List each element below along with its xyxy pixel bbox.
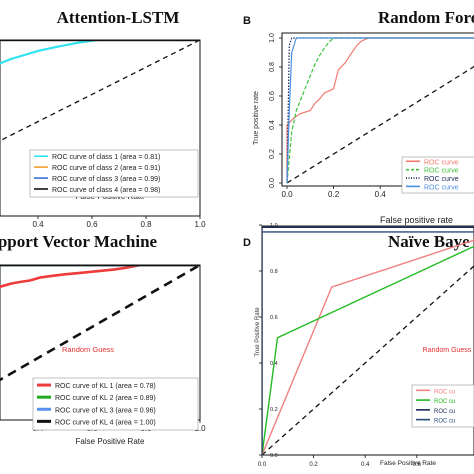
y-axis-label: True positive rate: [253, 91, 260, 145]
panel-support-vector-machine: Support Vector Machine False Positive Ra…: [0, 232, 206, 446]
legend-entry: ROC curve of KL 1 (area = 0.78): [55, 383, 156, 390]
x-tick-label: 0.4: [375, 190, 387, 199]
x-axis-label: False Positive Rate: [76, 437, 145, 446]
panel-naive-bayes: D Naïve Baye False Positive Rate True Po…: [243, 223, 474, 468]
legend-entry: ROC curve of KL 2 (area = 0.89): [55, 395, 156, 402]
x-tick-label: 0.0: [281, 190, 293, 199]
legend-entry: ROC cu: [434, 419, 455, 425]
y-tick-label: 0.0: [270, 453, 278, 459]
y-tick-label: 0.2: [270, 407, 278, 413]
legend-entry: ROC cu: [434, 409, 455, 415]
x-tick-label: 0.0: [258, 462, 267, 468]
legend-entry: ROC curve: [424, 168, 459, 175]
legend-entry: ROC cu: [434, 389, 455, 395]
y-tick-label: 0.8: [269, 62, 276, 72]
y-tick-label: 1.0: [269, 33, 276, 43]
legend-entry: ROC curve of class 4 (area = 0.98): [52, 187, 160, 194]
x-tick-label: 0.4: [32, 220, 44, 229]
x-tick-label: 0.2: [328, 190, 340, 199]
legend-entry: ROC curve of class 3 (area = 0.99): [52, 176, 160, 183]
legend-box: [29, 149, 199, 198]
legend-entry: ROC curve of class 1 (area = 0.81): [52, 154, 160, 161]
legend-entry: ROC cu: [434, 399, 455, 405]
random-guess-annotation: Random Guess: [423, 347, 472, 354]
y-tick-label: 0.8: [270, 269, 278, 275]
roc-series-3: [286, 37, 474, 184]
y-tick-label: 0.2: [269, 149, 276, 159]
y-tick-label: 0.4: [270, 361, 278, 367]
panel-label: B: [243, 15, 251, 27]
random-guess-diagonal: [286, 65, 474, 184]
panel-label: D: [243, 237, 251, 249]
y-tick-label: 1.0: [270, 223, 278, 229]
x-axis-label: False positive rate: [380, 215, 453, 225]
plot-frame: [281, 32, 474, 187]
roc-series-1: [0, 40, 200, 65]
legend-box: [32, 377, 199, 431]
y-tick-label: 0.4: [269, 120, 276, 130]
chart-title: Attention-LSTM: [57, 8, 180, 27]
y-tick-label: 0.6: [269, 91, 276, 101]
roc-series-4: [286, 37, 474, 184]
legend-entry: ROC curve of KL 4 (area = 1.00): [55, 419, 156, 426]
roc-series-2: [262, 245, 474, 455]
y-tick-label: 0.6: [270, 315, 278, 321]
x-tick-label: 0.6: [86, 220, 98, 229]
x-tick-label: 1.0: [194, 424, 206, 433]
chart-title: Support Vector Machine: [0, 232, 158, 251]
random-guess-diagonal: [262, 265, 474, 455]
roc-series-3: [262, 226, 474, 455]
y-tick-label: 0.0: [269, 178, 276, 188]
legend-entry: ROC curve: [424, 176, 459, 183]
random-guess-annotation: Random Guess: [62, 345, 114, 354]
roc-series-2: [286, 37, 474, 184]
x-tick-label: 0.6: [413, 462, 422, 468]
x-tick-label: 0.2: [309, 462, 318, 468]
random-guess-diagonal: [0, 265, 200, 382]
x-tick-label: 1.0: [194, 220, 206, 229]
legend-entry: ROC curve: [424, 159, 459, 166]
panel-random-forest: B Random Fore False positive rate True p…: [243, 8, 474, 225]
chart-title: Naïve Baye: [388, 232, 470, 251]
roc-series-1: [0, 265, 200, 289]
x-tick-label: 0.4: [361, 462, 370, 468]
y-axis-label: True Positive Rate: [255, 307, 261, 357]
roc-series-1: [286, 37, 474, 183]
chart-title: Random Fore: [378, 8, 474, 27]
roc-series-4: [262, 231, 474, 455]
legend-entry: ROC curve of class 2 (area = 0.91): [52, 165, 160, 172]
x-tick-label: 0.8: [140, 220, 152, 229]
x-axis-label: False Positive Rate: [380, 460, 436, 467]
legend-entry: ROC curve of KL 3 (area = 0.96): [55, 407, 156, 414]
roc-series-1: [262, 239, 474, 455]
legend-entry: ROC curve: [424, 184, 459, 191]
panel-attention-lstm: Attention-LSTM False Positive Rate 0.40.…: [0, 8, 206, 229]
